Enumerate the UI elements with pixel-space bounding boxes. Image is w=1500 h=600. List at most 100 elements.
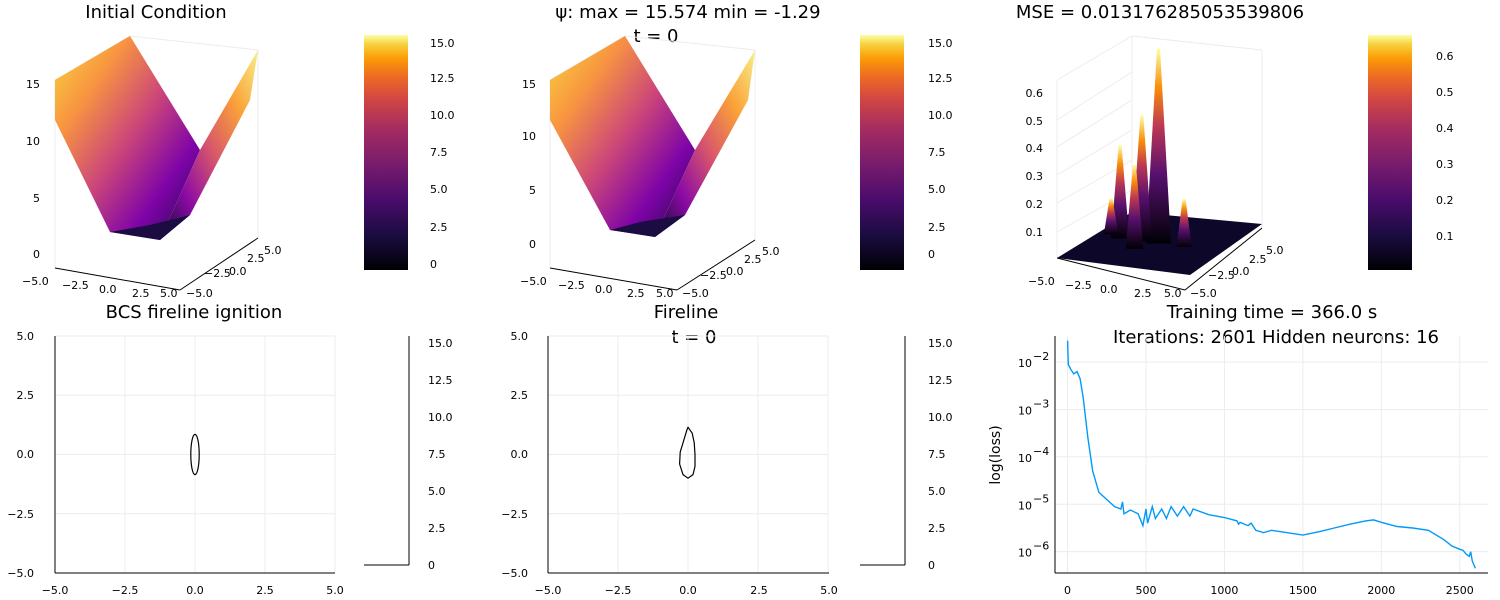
y-tick-label: 5.0 [1266, 244, 1284, 257]
z-tick-label: 5 [529, 184, 536, 197]
y-tick-label: 0.0 [1232, 265, 1250, 278]
panel-training-loss: Training time = 366.0 s Iterations: 2601… [988, 302, 1488, 597]
x-tick-labels: −5.0 −2.5 0.0 2.5 5.0 [22, 275, 178, 300]
z-tick-labels: 15 10 5 0 [522, 78, 536, 251]
surface-peak [1103, 198, 1119, 235]
colorbar-axis: 15.0 12.5 10.0 7.5 5.0 2.5 0 [860, 336, 953, 572]
x-tick-label: −2.5 [605, 584, 632, 597]
colorbar-gradient [1368, 35, 1412, 270]
colorbar-tick-label: 12.5 [430, 72, 455, 85]
y-tick-labels: 5.0 2.5 0.0 −2.5 −5.0 [501, 330, 528, 580]
x-tick-label: 2.5 [1134, 287, 1152, 300]
panel-initial-condition: Initial Condition 15 10 5 0 −5.0 −2.5 0.… [22, 2, 455, 300]
fireline-contour [679, 426, 696, 479]
z-tick-label: 15 [26, 78, 40, 91]
colorbar-tick-label: 7.5 [928, 146, 946, 159]
surface-peak [1111, 145, 1130, 239]
colorbar-tick-label: 10.0 [928, 109, 953, 122]
y-tick-label: −2.5 [700, 269, 727, 282]
y-tick-label: 10 [1018, 404, 1032, 417]
colorbar-tick-label: 2.5 [928, 522, 946, 535]
colorbar-tick-label: 7.5 [430, 146, 448, 159]
colorbar-tick-label: 0.2 [1436, 194, 1454, 207]
y-tick-label: 2.5 [1249, 253, 1267, 266]
x-tick-label: −5.0 [22, 275, 49, 288]
x-tick-label: −5.0 [1028, 275, 1055, 288]
x-tick-label: 2000 [1367, 584, 1395, 597]
x-tick-label: 5.0 [820, 584, 838, 597]
colorbar-tick-label: 0 [928, 248, 935, 261]
y-tick-label: −5.0 [682, 287, 709, 300]
axes [547, 336, 829, 574]
grid [55, 335, 336, 573]
panel-bcs-fireline: BCS fireline ignition 5.0 2.5 0.0 −2.5 −… [7, 302, 452, 597]
panel-mse-surface: MSE = 0.013176285053539806 0.6 0.5 0.4 0… [1016, 2, 1454, 300]
chart-title: Training time = 366.0 s [1166, 302, 1378, 323]
z-tick-label: 0 [33, 248, 40, 261]
x-tick-label: 0.0 [679, 584, 697, 597]
y-tick-label: 10 [1018, 452, 1032, 465]
colorbar-tick-label: 15.0 [928, 37, 953, 50]
surface-3d [1057, 48, 1262, 275]
chart-subtitle: Iterations: 2601 Hidden neurons: 16 [1113, 327, 1439, 348]
y-tick-label: −5.0 [501, 567, 528, 580]
axes-3d [549, 239, 756, 291]
chart-title: ψ: max = 15.574 min = -1.29 [555, 2, 820, 23]
axes [1054, 336, 1488, 574]
x-tick-labels: −5.0 −2.5 0.0 2.5 5.0 [535, 584, 838, 597]
chart-subtitle: t = 0 [633, 26, 678, 47]
y-axis-label: log(loss) [988, 425, 1004, 484]
y-tick-label: 2.5 [17, 389, 35, 402]
colorbar-gradient [860, 35, 904, 270]
z-tick-label: 0 [529, 238, 536, 251]
y-tick-exponent: −4 [1033, 445, 1049, 458]
y-tick-label: −2.5 [204, 267, 231, 280]
x-tick-label: 0.0 [186, 584, 204, 597]
x-tick-label: −2.5 [1065, 279, 1092, 292]
colorbar-tick-label: 0.3 [1436, 158, 1454, 171]
y-tick-label: −5.0 [7, 567, 34, 580]
loss-series [1066, 340, 1477, 569]
x-tick-label: 5.0 [1164, 287, 1182, 300]
y-tick-labels: −5.0 −2.5 0.0 2.5 5.0 [186, 244, 282, 300]
x-tick-label: 500 [1135, 584, 1156, 597]
x-tick-label: −5.0 [535, 584, 562, 597]
colorbar: 15.0 12.5 10.0 7.5 5.0 2.5 0 [860, 35, 953, 270]
x-tick-label: 5.0 [160, 287, 178, 300]
y-tick-label: 2.5 [247, 252, 265, 265]
grid [548, 335, 829, 573]
y-tick-labels: 5.0 2.5 0.0 −2.5 −5.0 [7, 330, 34, 580]
y-tick-exponent: −3 [1033, 397, 1049, 410]
colorbar-tick-label: 12.5 [928, 72, 953, 85]
surface-3d [55, 36, 258, 240]
z-tick-label: 0.2 [1026, 198, 1044, 211]
chart-subtitle: t = 0 [671, 327, 716, 348]
colorbar-tick-label: 5.0 [428, 485, 446, 498]
colorbar-tick-label: 15.0 [428, 337, 453, 350]
axes-3d [1056, 227, 1263, 291]
fireline-contour [190, 433, 200, 476]
colorbar-tick-label: 7.5 [928, 448, 946, 461]
y-tick-label: 0.0 [17, 448, 35, 461]
panel-psi-surface: ψ: max = 15.574 min = -1.29 t = 0 15 10 … [520, 2, 953, 300]
y-tick-label: −5.0 [186, 287, 213, 300]
z-tick-labels: 0.6 0.5 0.4 0.3 0.2 0.1 [1026, 87, 1044, 239]
colorbar-tick-label: 0 [430, 258, 437, 271]
y-tick-label: −2.5 [1208, 269, 1235, 282]
chart-title: Initial Condition [85, 2, 226, 23]
loss-line [1066, 340, 1477, 569]
colorbar-tick-label: 0.4 [1436, 122, 1454, 135]
x-tick-label: 2.5 [750, 584, 768, 597]
colorbar-tick-label: 5.0 [430, 183, 448, 196]
x-tick-label: −2.5 [558, 279, 585, 292]
y-tick-exponent: −5 [1033, 492, 1049, 505]
x-tick-label: 2.5 [627, 287, 645, 300]
x-tick-label: 1000 [1210, 584, 1238, 597]
x-tick-label: 0.0 [1100, 283, 1118, 296]
x-tick-label: 2.5 [132, 287, 150, 300]
colorbar-tick-label: 10.0 [928, 411, 953, 424]
z-tick-label: 10 [522, 130, 536, 143]
colorbar-tick-label: 2.5 [428, 522, 446, 535]
y-tick-label: 2.5 [744, 253, 762, 266]
colorbar: 15.0 12.5 10.0 7.5 5.0 2.5 0 [364, 35, 455, 271]
